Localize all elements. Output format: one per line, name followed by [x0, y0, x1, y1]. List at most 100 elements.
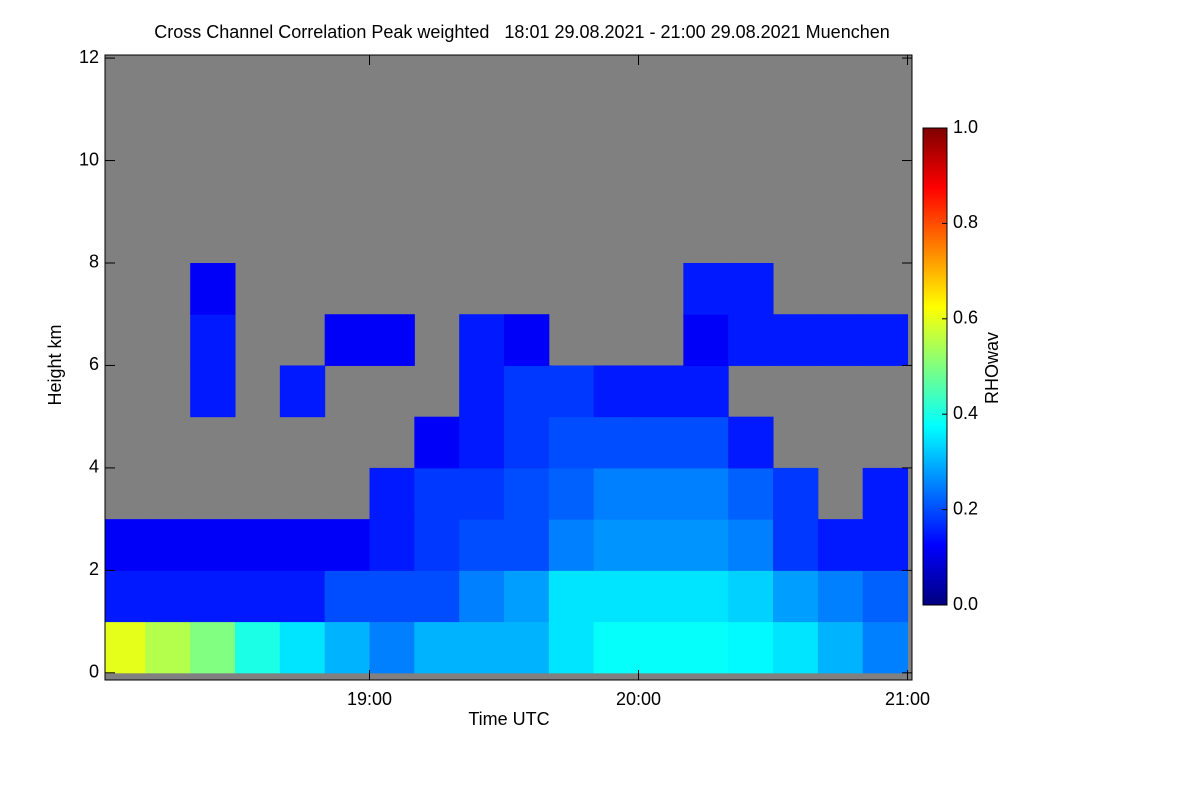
heat-cell [504, 314, 550, 366]
y-axis-label: Height km [45, 324, 65, 405]
heat-cell [504, 365, 550, 418]
heat-cell [324, 621, 371, 674]
heat-cell [145, 621, 191, 674]
chart-title: Cross Channel Correlation Peak weighted … [154, 22, 890, 42]
heat-cell [235, 621, 281, 674]
heat-cell [638, 467, 684, 520]
plot-frame [104, 54, 913, 681]
heat-cell [862, 467, 909, 520]
heat-cell [728, 519, 774, 571]
heat-cell [459, 365, 505, 418]
heat-cell [862, 314, 909, 366]
heat-cell [279, 570, 326, 623]
heat-cell [817, 570, 864, 623]
colorbar-tick-label: 1.0 [953, 117, 978, 137]
heat-cell [190, 365, 236, 418]
heat-cell [817, 621, 864, 674]
heat-cell [459, 621, 505, 674]
heat-cell [683, 416, 729, 469]
heat-cell [105, 570, 146, 623]
y-tick-label: 4 [89, 457, 99, 477]
heat-cell [548, 519, 595, 571]
heat-cell [324, 519, 371, 571]
x-tick-label: 21:00 [885, 689, 930, 709]
colorbar-tick-label: 0.2 [953, 498, 978, 518]
heat-cell [235, 570, 281, 623]
heat-cell [773, 570, 819, 623]
colorbar-tick-label: 0.8 [953, 212, 978, 232]
heat-cell [683, 467, 729, 520]
y-tick-label: 8 [89, 252, 99, 272]
heat-cell [459, 416, 505, 469]
colorbar-tick-label: 0.4 [953, 403, 978, 423]
heat-cell [459, 467, 505, 520]
heat-cell [638, 519, 684, 571]
heat-cell [459, 570, 505, 623]
heat-cell [548, 621, 595, 674]
colorbar [922, 127, 948, 606]
heat-cell [728, 467, 774, 520]
heat-cell [593, 365, 640, 418]
heat-cell [324, 570, 371, 623]
heat-cell [414, 570, 460, 623]
heat-cell [369, 621, 415, 674]
heat-cell [728, 314, 774, 366]
heat-cell [190, 621, 236, 674]
heat-cell [593, 570, 640, 623]
heat-cell [638, 570, 684, 623]
heat-cell [638, 365, 684, 418]
heat-cell [548, 416, 595, 469]
heat-cell [190, 262, 236, 315]
heat-cell [459, 314, 505, 366]
heat-cell [683, 519, 729, 571]
heat-cell [235, 519, 281, 571]
colorbar-tick-label: 0.0 [953, 594, 978, 614]
heat-cell [728, 570, 774, 623]
heat-cell [773, 467, 819, 520]
heat-cell [459, 519, 505, 571]
heat-cell [548, 365, 595, 418]
heat-cell [593, 467, 640, 520]
heat-cell [817, 519, 864, 571]
heat-cell [504, 416, 550, 469]
heat-cell [773, 621, 819, 674]
heat-cell [504, 519, 550, 571]
heat-cell [862, 519, 909, 571]
heat-cell [593, 416, 640, 469]
heat-cell [279, 519, 326, 571]
heat-cell [504, 570, 550, 623]
x-axis-label: Time UTC [468, 709, 549, 729]
heat-cell [190, 570, 236, 623]
heat-cell [683, 365, 729, 418]
heat-cell [683, 314, 729, 366]
heat-cell [728, 621, 774, 674]
heat-cell [728, 262, 774, 315]
heat-cell [369, 519, 415, 571]
y-tick-label: 12 [79, 47, 99, 67]
heat-cell [593, 621, 640, 674]
heat-cell [369, 570, 415, 623]
heat-cell [683, 570, 729, 623]
heat-cell [145, 519, 191, 571]
heat-cell [105, 519, 146, 571]
heat-cell [145, 570, 191, 623]
heat-cell [324, 314, 371, 366]
colorbar-label: RHOwav [982, 332, 1002, 404]
heat-cell [817, 314, 864, 366]
heat-cell [504, 621, 550, 674]
heat-cell [414, 467, 460, 520]
heat-cell [504, 467, 550, 520]
heat-cell [414, 416, 460, 469]
heat-cell [773, 519, 819, 571]
heat-cell [593, 519, 640, 571]
heat-cell [773, 314, 819, 366]
x-tick-label: 19:00 [347, 689, 392, 709]
heat-cell [683, 621, 729, 674]
heat-cell [369, 314, 415, 366]
heat-cell [414, 621, 460, 674]
heatmap [105, 55, 912, 680]
heat-cell [279, 365, 326, 418]
heat-cell [369, 467, 415, 520]
y-tick-label: 10 [79, 149, 99, 169]
